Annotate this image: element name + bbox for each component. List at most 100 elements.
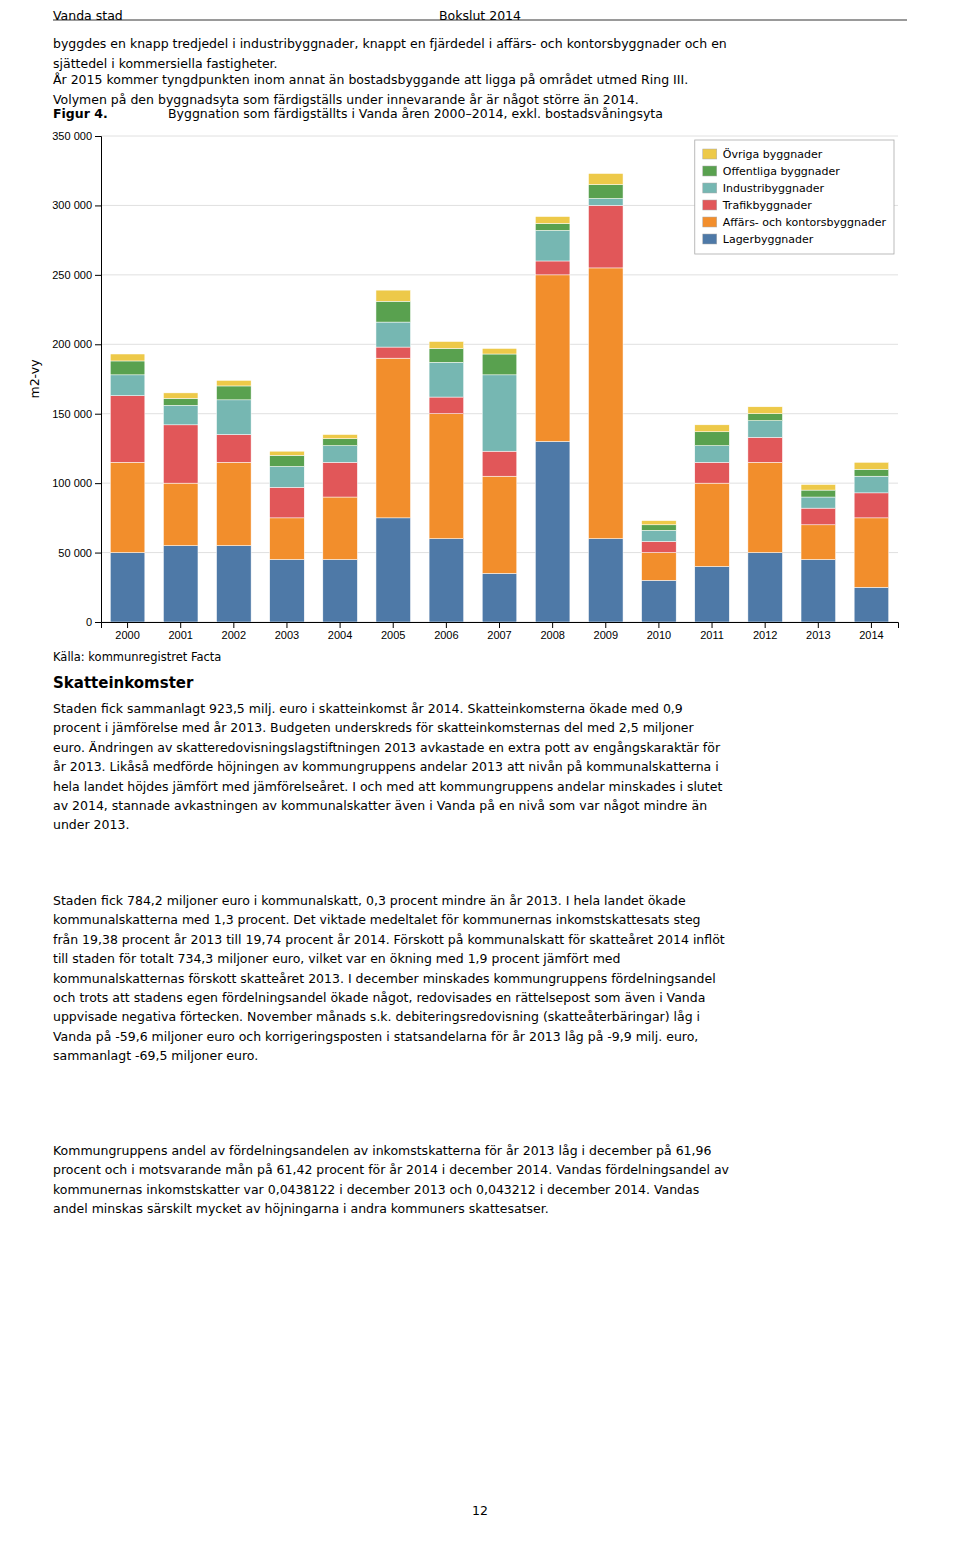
body-text-line: hela landet höjdes jämfört med jämförels… (53, 779, 722, 794)
bar (801, 525, 836, 560)
bar (748, 437, 783, 462)
x-tick: 2002 (222, 622, 246, 641)
bar (376, 347, 411, 358)
tick-label: 2001 (168, 629, 192, 641)
x-tick: 2005 (381, 622, 405, 641)
x-tick: 2014 (859, 622, 883, 641)
intro-text-line: Volymen på den byggnadsyta som färdigstä… (53, 92, 639, 107)
body-text-line: Vanda på -59,6 miljoner euro och korrige… (53, 1029, 698, 1044)
body-text-line: Staden fick 784,2 miljoner euro i kommun… (53, 893, 686, 908)
bar (748, 407, 783, 414)
legend: Övriga byggnaderOffentliga byggnaderIndu… (695, 140, 894, 254)
grid-line (101, 136, 898, 137)
bar (854, 476, 889, 493)
x-tick: 2001 (168, 622, 192, 641)
x-tick: 2006 (434, 622, 458, 641)
bar (801, 490, 836, 497)
bar (217, 386, 252, 400)
legend-label: Lagerbyggnader (723, 233, 814, 246)
legend-swatch (703, 217, 717, 227)
legend-item: Industribyggnader (703, 182, 825, 195)
legend-item: Trafikbyggnader (703, 199, 813, 212)
bar (695, 462, 730, 483)
body-text-line: uppvisade negativa förtecken. November m… (53, 1009, 700, 1024)
tick-mark (180, 622, 181, 628)
bar (695, 425, 730, 432)
bar (270, 451, 305, 455)
tick-mark (95, 275, 101, 276)
bar (695, 566, 730, 622)
tick-mark (393, 622, 394, 628)
bar (588, 539, 623, 622)
bar (535, 217, 570, 224)
legend-item: Offentliga byggnader (703, 165, 841, 178)
x-tick: 2000 (115, 622, 139, 641)
bar (110, 553, 145, 622)
chart-title: Byggnation som färdigställts i Vanda åre… (168, 106, 663, 121)
bar (163, 425, 198, 483)
legend-label: Trafikbyggnader (722, 199, 813, 212)
legend-item: Affärs- och kontorsbyggnader (703, 216, 887, 229)
bar (376, 358, 411, 518)
legend-swatch (703, 234, 717, 244)
bar (323, 497, 358, 559)
bar (110, 354, 145, 361)
bar (429, 397, 464, 414)
header-center: Bokslut 2014 (439, 8, 521, 23)
body-text-line: Kommungruppens andel av fördelningsandel… (53, 1143, 711, 1158)
chart-title-line: Byggnation som färdigställts i Vanda åre… (168, 106, 663, 121)
bar (110, 396, 145, 463)
body-text-line: kommunernas inkomstskatter var 0,0438122… (53, 1182, 699, 1197)
x-tick: 2012 (753, 622, 777, 641)
tick-mark (95, 622, 101, 623)
bar (482, 573, 517, 622)
bar-series (110, 441, 888, 622)
section-title-line: Skatteinkomster (53, 674, 194, 692)
tick-mark (712, 622, 713, 628)
tick-label: 2007 (487, 629, 511, 641)
bar (429, 414, 464, 539)
tick-mark (95, 414, 101, 415)
tick-label: 2012 (753, 629, 777, 641)
source-note: Källa: kommunregistret Facta (53, 650, 221, 664)
bar (642, 530, 677, 541)
tick-mark (605, 622, 606, 628)
bar (588, 205, 623, 267)
x-tick: 2003 (275, 622, 299, 641)
bar (695, 483, 730, 566)
tick-mark (499, 622, 500, 628)
bar (429, 362, 464, 397)
bar (323, 462, 358, 497)
legend-swatch (703, 183, 717, 193)
body-text-line: år 2013. Likåså mеdförde höjningen av ko… (53, 759, 719, 774)
bar (429, 342, 464, 349)
bar (323, 446, 358, 463)
bar (376, 301, 411, 322)
bar (748, 414, 783, 421)
legend-swatch (703, 149, 717, 159)
tick-label: 2000 (115, 629, 139, 641)
bar (642, 580, 677, 622)
bar (695, 446, 730, 463)
y-tick: 50 000 (58, 547, 101, 559)
bar (270, 487, 305, 518)
bar (163, 398, 198, 405)
bar (588, 198, 623, 205)
tick-label: 2002 (222, 629, 246, 641)
intro-text-line: År 2015 kommer tyngdpunkten inom annat ä… (53, 72, 688, 87)
bar (748, 553, 783, 622)
source-note-line: Källa: kommunregistret Facta (53, 650, 221, 664)
y-tick: 300 000 (52, 199, 101, 211)
bar (642, 553, 677, 581)
legend-label: Offentliga byggnader (723, 165, 841, 178)
grid-line (101, 274, 898, 275)
tick-label: 2010 (647, 629, 671, 641)
bar (801, 508, 836, 525)
bar (588, 268, 623, 539)
header-left-line: Vanda stad (53, 8, 123, 23)
bar (854, 469, 889, 476)
body-text-line: och trots att stadens egen fördelningsan… (53, 990, 705, 1005)
bar (748, 421, 783, 438)
body-text-line: Staden fick sammanlagt 923,5 milj. euro … (53, 701, 683, 716)
body-text-line: procent i jämförelse med år 2013. Budget… (53, 720, 695, 735)
